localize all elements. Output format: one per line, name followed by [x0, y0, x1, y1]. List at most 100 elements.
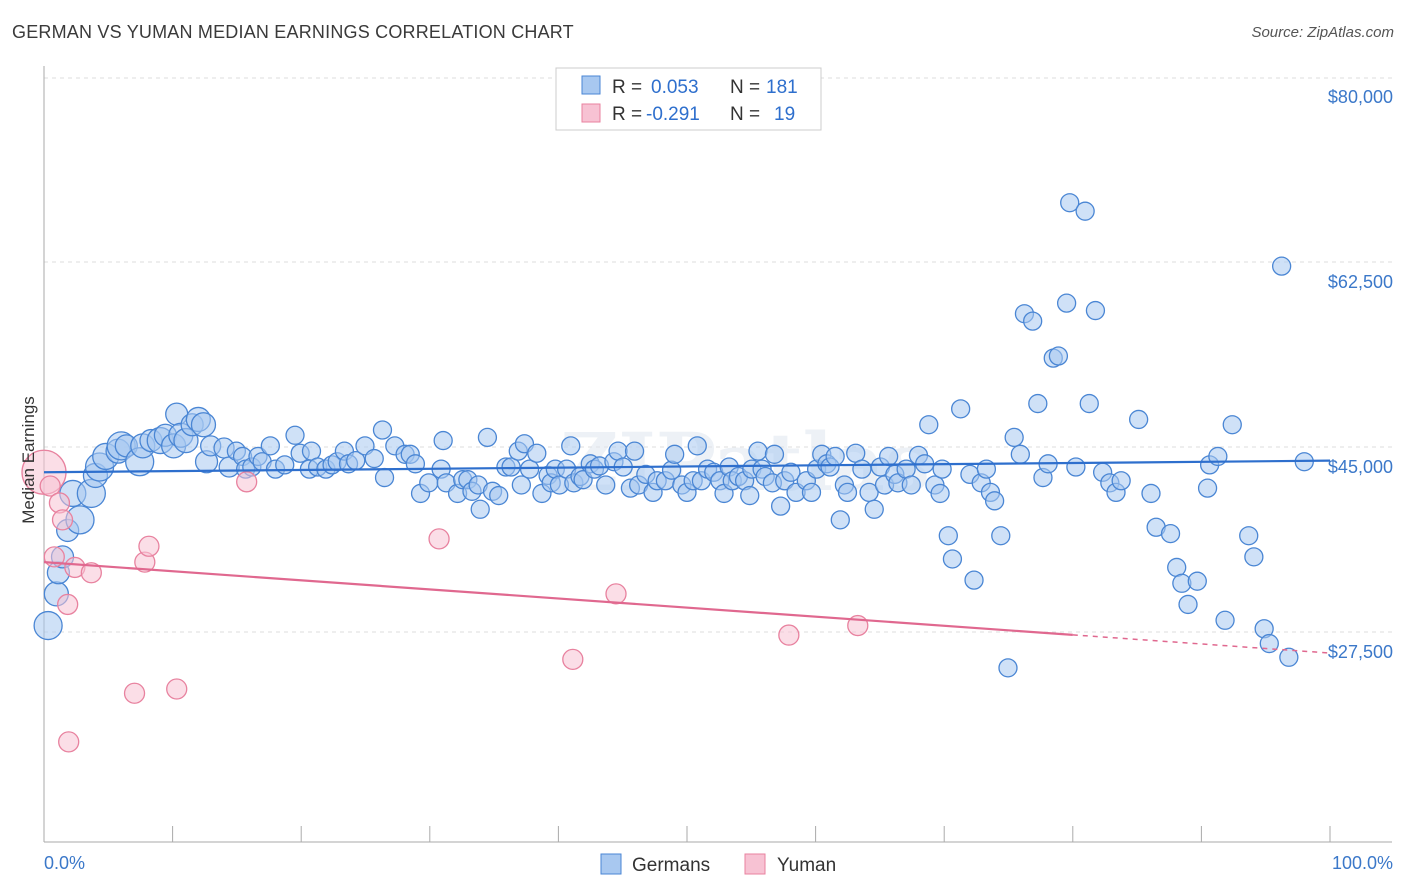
germans-points: [33, 193, 1314, 678]
yuman-point: [428, 528, 450, 550]
germans-point: [930, 483, 950, 504]
legend-n-label-yuman: N =: [730, 104, 760, 125]
trend-lines: [43, 459, 1331, 654]
germans-point: [470, 499, 490, 519]
yuman-point: [80, 562, 102, 584]
germans-point: [596, 475, 616, 495]
germans-point: [770, 496, 791, 516]
top-legend: R = 0.053 N = 181 R = -0.291 N = 19: [555, 67, 822, 131]
germans-point: [951, 399, 971, 419]
germans-point: [477, 427, 498, 448]
yuman-point: [778, 624, 800, 646]
chart-title: GERMAN VS YUMAN MEDIAN EARNINGS CORRELAT…: [12, 22, 574, 42]
yuman-trend-line-extension: [1072, 634, 1331, 654]
yuman-point: [138, 535, 160, 557]
germans-point: [1128, 409, 1149, 430]
germans-point: [938, 526, 958, 546]
yuman-point: [57, 593, 79, 616]
germans-point: [405, 454, 426, 474]
germans-point: [433, 430, 453, 451]
chart-source: Source: ZipAtlas.com: [1251, 24, 1394, 41]
germans-point: [33, 610, 63, 641]
yuman-point: [58, 731, 80, 753]
germans-point: [852, 459, 872, 479]
yuman-point: [562, 648, 584, 671]
y-tick-label: $45,000: [1328, 457, 1393, 477]
germans-point: [837, 482, 858, 503]
x-tick-label-start: 0.0%: [44, 853, 85, 873]
germans-point: [998, 658, 1018, 678]
legend-n-value-yuman: 19: [774, 104, 795, 125]
germans-point: [801, 482, 822, 503]
germans-point: [1271, 256, 1292, 276]
germans-point: [1215, 610, 1235, 630]
legend-swatch-yuman: [581, 103, 601, 123]
yuman-points: [21, 449, 869, 753]
germans-point: [1222, 415, 1242, 435]
germans-point: [190, 412, 217, 438]
germans-point: [1004, 427, 1024, 448]
germans-point: [984, 491, 1005, 511]
y-tick-label: $27,500: [1328, 642, 1393, 662]
bottom-legend-swatch-yuman: [744, 853, 766, 875]
bottom-legend-label-yuman: Yuman: [777, 855, 836, 876]
legend-r-label-germans: R =: [612, 77, 642, 98]
germans-point: [285, 425, 305, 445]
germans-point: [740, 485, 760, 506]
germans-point: [919, 415, 939, 435]
y-tick-label: $62,500: [1328, 272, 1393, 292]
germans-point: [1056, 293, 1077, 313]
germans-point: [489, 485, 509, 506]
germans-point: [1239, 526, 1259, 546]
yuman-point: [166, 678, 188, 700]
germans-point: [942, 549, 963, 569]
germans-point: [1187, 571, 1207, 591]
yuman-point: [605, 583, 627, 605]
legend-r-value-germans: 0.053: [651, 77, 699, 98]
germans-point: [527, 443, 547, 463]
germans-point: [1244, 547, 1264, 567]
germans-point: [1141, 483, 1161, 504]
bottom-legend: Germans Yuman: [600, 853, 836, 876]
germans-point: [1178, 594, 1198, 615]
germans-point: [561, 436, 581, 456]
germans-point: [1197, 478, 1218, 498]
germans-point: [1066, 457, 1086, 477]
yuman-point: [236, 471, 258, 493]
germans-point: [1060, 193, 1080, 213]
germans-point: [372, 420, 393, 440]
grid-lines: [44, 77, 1392, 633]
bottom-legend-swatch-germans: [600, 853, 622, 875]
germans-point: [932, 459, 952, 479]
yuman-point: [123, 682, 146, 704]
legend-swatch-germans: [581, 75, 601, 95]
germans-point: [687, 436, 707, 456]
germans-trend-line: [43, 459, 1331, 474]
germans-point: [1010, 444, 1030, 464]
germans-point: [764, 444, 785, 464]
germans-point: [864, 499, 884, 519]
germans-point: [260, 436, 280, 456]
germans-point: [519, 459, 540, 479]
germans-point: [1160, 523, 1181, 544]
legend-n-label-germans: N =: [730, 77, 760, 98]
y-tick-label: $80,000: [1328, 87, 1393, 107]
x-tick-labels: 0.0% 100.0%: [44, 853, 1393, 873]
y-tick-labels: $80,000 $62,500 $45,000 $27,500: [1328, 87, 1393, 662]
germans-point: [964, 570, 984, 590]
germans-point: [364, 448, 384, 469]
y-axis-title: Median Earnings: [19, 396, 38, 524]
germans-point: [1111, 471, 1131, 491]
germans-point: [1028, 393, 1048, 414]
germans-point: [825, 446, 845, 467]
germans-point: [1079, 393, 1099, 414]
germans-point: [991, 526, 1011, 546]
germans-point: [878, 446, 899, 467]
germans-point: [511, 475, 532, 495]
x-tick-label-end: 100.0%: [1332, 853, 1393, 873]
germans-point: [1085, 300, 1106, 321]
germans-point: [830, 510, 850, 530]
yuman-trend-line: [43, 561, 1073, 636]
germans-point: [1023, 311, 1043, 331]
